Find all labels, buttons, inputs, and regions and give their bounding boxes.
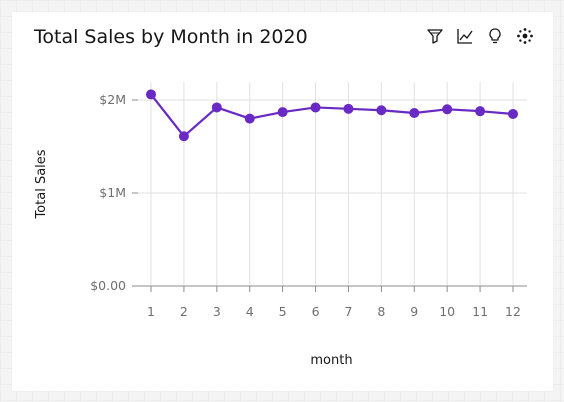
chart-toolbar xyxy=(425,26,535,46)
x-tick-label: 4 xyxy=(246,304,254,319)
y-tick-label: $2M xyxy=(99,92,126,107)
x-tick-label: 9 xyxy=(410,304,418,319)
data-point xyxy=(409,108,420,119)
series-line xyxy=(150,93,514,138)
line-chart-icon xyxy=(457,29,473,44)
x-tick-label: 11 xyxy=(472,304,488,319)
x-axis-title: month xyxy=(310,353,352,368)
data-point xyxy=(442,104,453,115)
data-point xyxy=(508,108,518,119)
data-point xyxy=(376,105,387,116)
filter-icon xyxy=(427,29,443,44)
x-tick-label: 8 xyxy=(377,304,385,319)
y-tick-label: $1M xyxy=(99,185,126,200)
filter-button[interactable] xyxy=(425,26,445,46)
chart-type-button[interactable] xyxy=(455,26,475,46)
settings-button[interactable] xyxy=(515,26,535,46)
data-point xyxy=(475,106,486,117)
chart-card: Total Sales by Month in 2020 xyxy=(12,12,553,391)
x-tick-label: 2 xyxy=(180,304,188,319)
data-point xyxy=(244,113,255,124)
data-point xyxy=(146,89,156,100)
x-tick-label: 3 xyxy=(213,304,221,319)
chart-title: Total Sales by Month in 2020 xyxy=(34,26,308,48)
data-point xyxy=(178,131,189,142)
x-tick-label: 12 xyxy=(505,304,521,319)
settings-dots-icon xyxy=(517,28,533,44)
data-point xyxy=(277,107,288,118)
lightbulb-icon xyxy=(489,28,501,44)
x-tick-label: 6 xyxy=(312,304,320,319)
data-point xyxy=(211,102,222,113)
insights-button[interactable] xyxy=(485,26,505,46)
data-point xyxy=(343,103,354,114)
x-tick-label: 1 xyxy=(147,304,155,319)
x-tick-label: 5 xyxy=(279,304,287,319)
y-axis-title: Total Sales xyxy=(34,149,49,219)
x-tick-label: 10 xyxy=(439,304,455,319)
y-tick-label: $0.00 xyxy=(90,278,126,293)
x-tick-label: 7 xyxy=(344,304,352,319)
data-point xyxy=(310,102,321,113)
